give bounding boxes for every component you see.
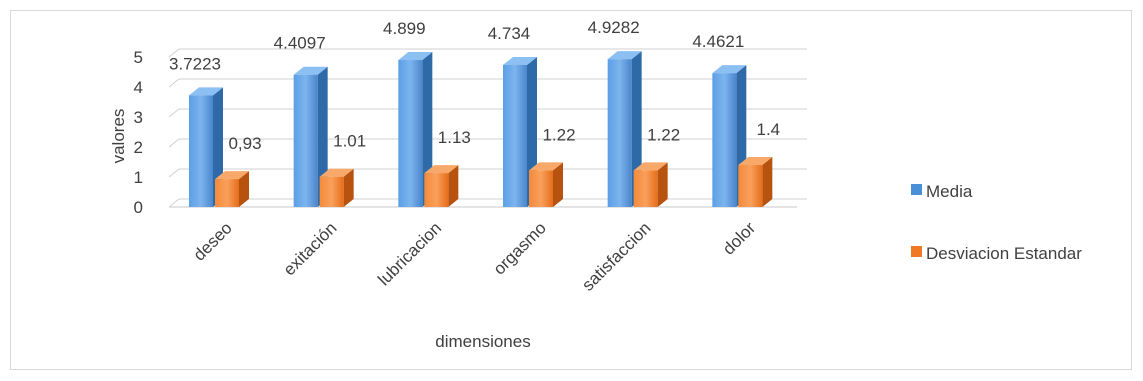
- legend-item: Media: [911, 182, 973, 201]
- media-data-label: 3.7223: [169, 54, 221, 73]
- y-tick-label: 4: [134, 78, 143, 97]
- grid-line: [168, 78, 180, 88]
- media-data-label: 4.734: [488, 24, 531, 43]
- desviacion-data-label: 1.22: [542, 125, 575, 144]
- grid-line: [168, 48, 180, 58]
- legend-label: Media: [926, 182, 973, 201]
- grid-line: [168, 198, 180, 208]
- media-bar: [189, 87, 223, 207]
- data-labels: 3.7223 0,93 4.4097 1.01 4.899 1.13 4.734 1.22 4.…: [169, 18, 780, 153]
- media-data-label: 4.4621: [692, 32, 744, 51]
- desviacion-bar: [738, 157, 773, 207]
- bar-chart: 0 1 2 3 4 5 3.7223 0,93 4.4097 1.01 4.899 1.13 4.73…: [109, 18, 1082, 351]
- bars: [189, 51, 773, 208]
- x-category-label: satisfaccion: [578, 218, 654, 294]
- desviacion-data-label: 1.13: [438, 128, 471, 147]
- y-tick-label: 1: [134, 168, 143, 187]
- grid-line: [168, 108, 180, 118]
- media-data-label: 4.9282: [588, 18, 640, 37]
- media-data-label: 4.4097: [274, 34, 326, 53]
- y-axis: 0 1 2 3 4 5: [134, 48, 143, 217]
- chart-frame: 0 1 2 3 4 5 3.7223 0,93 4.4097 1.01 4.899 1.13 4.73…: [10, 10, 1132, 370]
- legend-swatch: [911, 184, 922, 195]
- y-tick-label: 5: [134, 48, 143, 67]
- desviacion-bar: [215, 171, 249, 207]
- legend-swatch: [911, 246, 922, 257]
- desviacion-bar: [424, 165, 459, 207]
- legend: Media Desviacion Estandar: [911, 182, 1082, 263]
- grid-line: [168, 138, 180, 148]
- y-axis-title: valores: [109, 109, 128, 164]
- media-data-label: 4.899: [383, 19, 426, 38]
- grid-line: [168, 168, 180, 178]
- y-tick-label: 3: [134, 108, 143, 127]
- desviacion-data-label: 1.4: [757, 120, 781, 139]
- x-axis-categories: deseo exitación lubricacion orgasmo satisfac…: [190, 218, 760, 294]
- y-tick-label: 2: [134, 138, 143, 157]
- desviacion-bar: [529, 162, 563, 207]
- desviacion-bar: [633, 162, 668, 207]
- desviacion-bar: [319, 168, 354, 207]
- desviacion-data-label: 1.22: [647, 125, 680, 144]
- x-category-label: dolor: [719, 218, 759, 258]
- x-category-label: lubricacion: [374, 218, 445, 289]
- x-category-label: exitación: [280, 218, 341, 279]
- x-category-label: deseo: [190, 218, 236, 264]
- grid-lines: [168, 48, 807, 208]
- media-bar: [293, 66, 328, 207]
- y-tick-label: 0: [134, 198, 143, 217]
- legend-item: Desviacion Estandar: [911, 244, 1082, 263]
- desviacion-data-label: 0,93: [228, 134, 261, 153]
- desviacion-data-label: 1.01: [333, 132, 366, 151]
- x-category-label: orgasmo: [490, 218, 550, 278]
- x-axis-title: dimensiones: [435, 332, 530, 351]
- legend-label: Desviacion Estandar: [926, 244, 1082, 263]
- media-bar: [398, 52, 433, 207]
- media-bar: [503, 56, 537, 208]
